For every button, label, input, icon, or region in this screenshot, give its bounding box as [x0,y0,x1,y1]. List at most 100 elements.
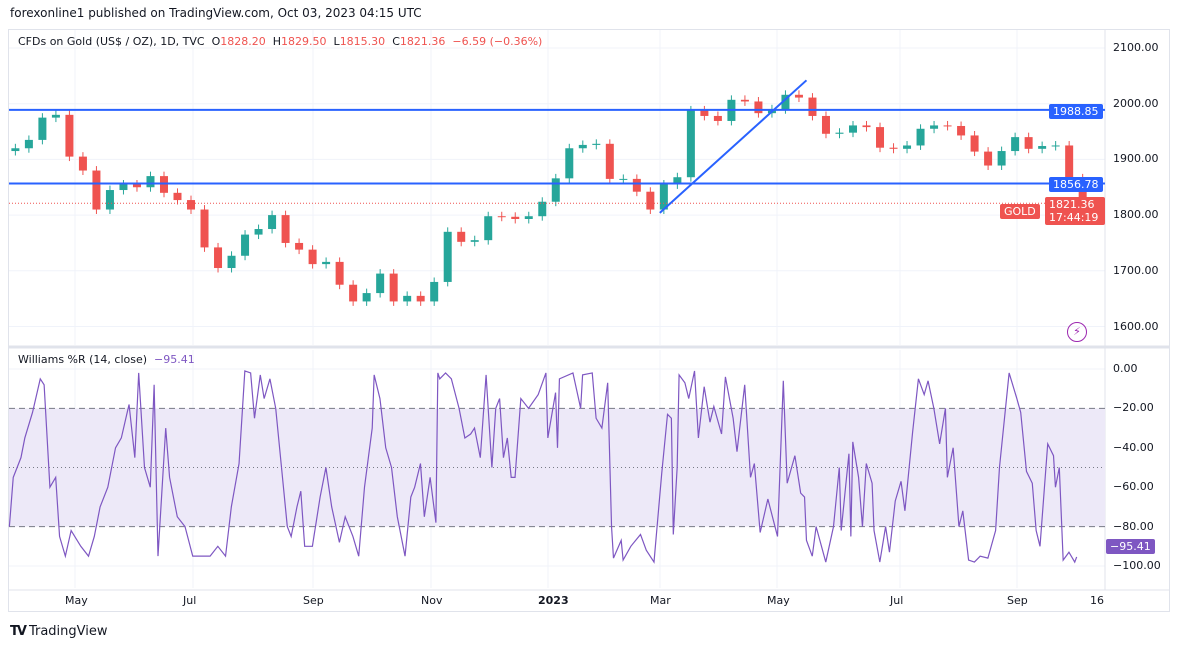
time-tick: Sep [1007,594,1028,607]
indicator-value: −95.41 [154,353,195,366]
candle [146,176,155,188]
symbol-legend: CFDs on Gold (US$ / OZ), 1D, TVC O1828.2… [18,35,542,48]
time-tick: Jul [890,594,904,607]
high-value: 1829.50 [281,35,327,48]
candle [119,184,128,191]
last-price: 1821.36 [1049,198,1095,211]
wr-tick: 0.00 [1113,362,1138,375]
candle [132,184,141,188]
candle [565,148,574,179]
price-tick: 2000.00 [1113,96,1159,110]
candle [105,190,114,210]
publish-info: forexonline1 published on TradingView.co… [10,6,422,20]
price-tick: 1600.00 [1113,319,1159,333]
indicator-name: Williams %R (14, close) [18,353,148,366]
time-tick: May [767,594,790,607]
candle [754,101,763,114]
candle [92,170,101,210]
candle [984,151,993,166]
candle [849,125,857,133]
candle [389,273,398,302]
lightning-icon[interactable]: ⚡ [1067,322,1087,342]
candle [308,249,317,265]
candle [51,114,60,118]
candle [11,148,20,152]
candle [957,125,966,136]
candle [997,151,1006,166]
candle [605,143,614,179]
candle [686,110,695,178]
candle [740,99,749,102]
candle [538,201,547,217]
candle [916,128,925,146]
footer: TV TradingView [10,624,107,639]
close-label: C [392,35,400,48]
time-tick: Mar [650,594,671,607]
indicator-legend: Williams %R (14, close) −95.41 [18,353,195,366]
price-tick: 1800.00 [1113,208,1159,222]
low-value: 1815.30 [339,35,386,48]
candle [1065,145,1074,179]
time-tick: 2023 [538,594,569,607]
candle [322,261,331,265]
candle [416,295,425,302]
wr-value-label: −95.41 [1106,539,1155,554]
high-label: H [272,35,282,48]
brand-name: TradingView [28,624,108,639]
candle [430,281,439,302]
countdown: 17:44:19 [1049,211,1099,224]
wr-tick: −80.00 [1113,519,1154,533]
candle [484,216,493,241]
candle [497,216,506,218]
candle [930,125,939,129]
wr-series-line [8,370,1078,564]
candle [632,178,641,192]
chart-frame [8,29,1170,612]
low-label: L [333,35,340,48]
wr-tick: −20.00 [1113,401,1154,415]
candle [227,255,236,269]
tradingview-logo-icon: TV [10,624,27,639]
open-value: 1828.20 [220,35,266,48]
candle [403,295,412,302]
candle [1024,137,1033,149]
candle [65,114,74,157]
candle [619,178,628,180]
candle [1038,146,1047,149]
candle [903,145,912,149]
symbol-title: CFDs on Gold (US$ / OZ), 1D, TVC [18,35,205,48]
time-tick: May [65,594,88,607]
candle [1051,145,1060,147]
candle [889,147,898,149]
candle [241,234,250,256]
time-tick: Sep [303,594,324,607]
symbol-tag: GOLD [1000,204,1040,219]
candle [281,215,290,243]
wr-tick: −40.00 [1113,440,1154,454]
candle [781,94,790,110]
candle [254,229,263,235]
candle [700,110,709,116]
candle [38,117,47,140]
candle [349,284,358,302]
candle [578,144,587,149]
candle [470,240,479,242]
candle [214,247,223,269]
candle [1011,137,1020,152]
candle [862,125,871,128]
candle [970,135,979,152]
time-tick: 16 [1090,594,1104,607]
candle [78,156,87,171]
level-low-label: 1856.78 [1049,177,1103,192]
candle [524,216,533,219]
time-tick: Nov [421,594,443,607]
candle [335,261,344,285]
candle [511,216,520,219]
candle [173,192,182,201]
candle [808,97,817,116]
price-tick: 1700.00 [1113,263,1159,277]
level-high-label: 1988.85 [1049,104,1103,119]
last-price-label: 1821.36 17:44:19 [1045,197,1105,225]
wr-tick: −100.00 [1113,559,1161,572]
